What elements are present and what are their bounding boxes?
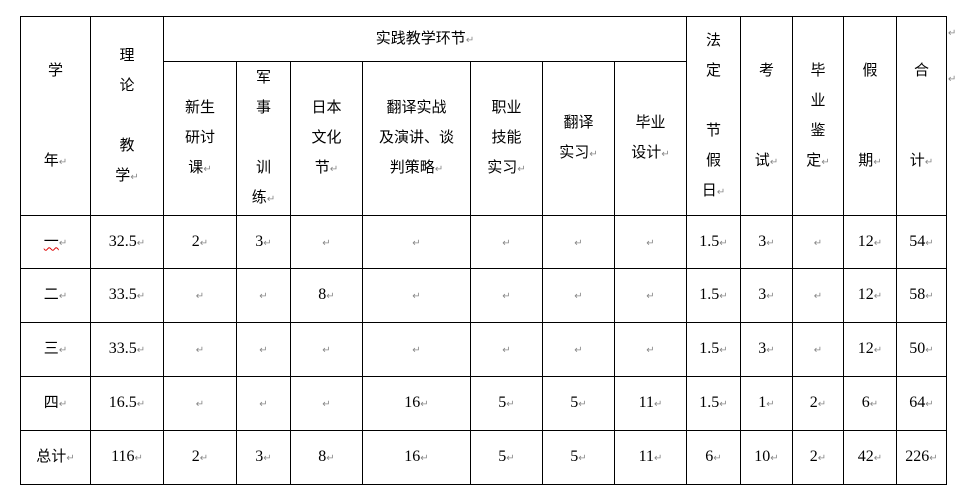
value-cell: [542, 215, 615, 269]
value-cell: 3: [236, 215, 291, 269]
value-cell: 1.5: [686, 376, 741, 431]
header-practice-item: 军 事 训 练: [236, 61, 291, 216]
table-row: 一32.5231.531254: [20, 215, 947, 269]
value-cell: 42: [843, 430, 897, 485]
value-cell: 33.5: [90, 322, 164, 377]
value-cell: 50: [896, 322, 947, 377]
year-cell: 四: [20, 376, 91, 431]
teaching-schedule-table: 学 年 理 论 教 学 实践教学环节 法 定 节 假 日 考 试 毕 业 鉴 定…: [20, 16, 947, 485]
value-cell: 12: [843, 268, 897, 323]
value-cell: 2: [163, 430, 237, 485]
value-cell: 1.5: [686, 215, 741, 269]
value-cell: [163, 376, 237, 431]
value-cell: [614, 215, 687, 269]
value-cell: 54: [896, 215, 947, 269]
header-practice-item: 毕业 设计: [614, 61, 687, 216]
value-cell: 226: [896, 430, 947, 485]
value-cell: [470, 268, 543, 323]
value-cell: [542, 268, 615, 323]
year-cell: 二: [20, 268, 91, 323]
header-practice-item: 翻译实战 及演讲、谈 判策略: [362, 61, 471, 216]
header-year: 学 年: [20, 16, 91, 216]
year-label: 一: [43, 231, 59, 250]
value-cell: [362, 268, 471, 323]
value-cell: 3: [236, 430, 291, 485]
value-cell: [290, 215, 363, 269]
year-label: 四: [43, 393, 59, 411]
value-cell: 3: [740, 215, 793, 269]
table-row: 二 33.5 8 1.53 1258: [20, 268, 947, 323]
value-cell: 3: [740, 268, 793, 323]
value-cell: [236, 376, 291, 431]
table-row: 三 33.5 1.53 1250: [20, 322, 947, 377]
table-row: 四16.51655111.512664: [20, 376, 947, 431]
header-vacation: 假 期: [843, 16, 897, 216]
table-row: 总计116238165511610242226: [20, 430, 947, 485]
header-exam: 考 试: [740, 16, 793, 216]
value-cell: 5: [542, 430, 615, 485]
value-cell: 5: [470, 376, 543, 431]
value-cell: [362, 215, 471, 269]
year-cell: 三: [20, 322, 91, 377]
value-cell: 12: [843, 322, 897, 377]
value-cell: 11: [614, 430, 687, 485]
header-graduation-review: 毕 业 鉴 定: [792, 16, 844, 216]
value-cell: [362, 322, 471, 377]
value-cell: [792, 215, 844, 269]
value-cell: [470, 322, 543, 377]
value-cell: [290, 376, 363, 431]
value-cell: 64: [896, 376, 947, 431]
value-cell: 5: [542, 376, 615, 431]
value-cell: [163, 322, 237, 377]
year-label: 总计: [36, 447, 67, 465]
header-practice-item: 职业 技能 实习: [470, 61, 543, 216]
header-practice-group: 实践教学环节: [163, 16, 687, 62]
value-cell: [614, 322, 687, 377]
value-cell: [163, 268, 237, 323]
value-cell: [236, 322, 291, 377]
value-cell: 6: [686, 430, 741, 485]
value-cell: [614, 268, 687, 323]
year-cell: 一: [20, 215, 91, 269]
header-practice-item: 新生 研讨 课: [163, 61, 237, 216]
value-cell: 5: [470, 430, 543, 485]
value-cell: 8: [290, 430, 363, 485]
header-theory: 理 论 教 学: [90, 16, 164, 216]
value-cell: 58: [896, 268, 947, 323]
value-cell: [792, 268, 844, 323]
year-cell: 总计: [20, 430, 91, 485]
value-cell: [542, 322, 615, 377]
value-cell: 1.5: [686, 322, 741, 377]
header-practice-item: 翻译 实习: [542, 61, 615, 216]
value-cell: [236, 268, 291, 323]
value-cell: 1.5: [686, 268, 741, 323]
value-cell: 16: [362, 430, 471, 485]
value-cell: 12: [843, 215, 897, 269]
value-cell: 8: [290, 268, 363, 323]
header-total: 合 计: [896, 16, 947, 216]
value-cell: 10: [740, 430, 793, 485]
value-cell: 16: [362, 376, 471, 431]
header-legal-holiday: 法 定 节 假 日: [686, 16, 741, 216]
value-cell: [792, 322, 844, 377]
value-cell: 16.5: [90, 376, 164, 431]
year-label: 三: [43, 339, 59, 357]
header-practice-item: 日本 文化 节: [290, 61, 363, 216]
value-cell: 6: [843, 376, 897, 431]
value-cell: [470, 215, 543, 269]
value-cell: 1: [740, 376, 793, 431]
value-cell: 33.5: [90, 268, 164, 323]
paragraph-mark: ↵: [948, 74, 957, 85]
value-cell: 3: [740, 322, 793, 377]
value-cell: [290, 322, 363, 377]
year-label: 二: [43, 285, 59, 303]
value-cell: 2: [792, 430, 844, 485]
value-cell: 11: [614, 376, 687, 431]
paragraph-mark: ↵: [948, 28, 957, 39]
value-cell: 2: [163, 215, 237, 269]
value-cell: 32.5: [90, 215, 164, 269]
value-cell: 2: [792, 376, 844, 431]
value-cell: 116: [90, 430, 164, 485]
